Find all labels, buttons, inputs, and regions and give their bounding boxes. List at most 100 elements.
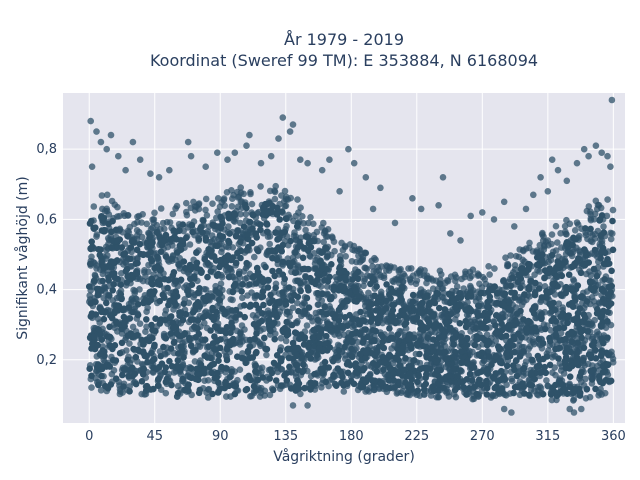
data-point [173,362,181,370]
data-point [586,278,594,285]
data-point [581,314,589,322]
data-point [577,269,585,277]
data-point [348,345,355,353]
data-point [309,317,316,325]
data-point [450,341,458,348]
data-point [429,298,437,305]
data-point [582,375,589,383]
data-point [400,366,408,374]
data-point [592,385,599,393]
data-point [294,278,302,285]
data-point [240,302,248,309]
data-point [107,381,115,388]
data-point [161,237,169,244]
data-point [371,337,378,345]
data-point [99,277,106,285]
data-point [88,253,95,261]
data-point [277,382,285,389]
data-point [574,309,582,317]
data-point [573,350,580,358]
data-point [257,221,264,228]
data-point [232,382,240,390]
data-point [200,217,207,224]
data-point [179,237,187,244]
data-point [111,274,119,282]
data-point [87,260,94,268]
data-point [119,371,126,379]
data-point [141,267,148,274]
data-point [528,369,535,377]
data-point [177,332,185,340]
data-point [386,351,393,359]
data-point [603,212,611,220]
data-point [209,340,217,347]
data-point [503,381,510,389]
data-point [469,266,477,274]
data-point [266,375,274,382]
data-point [395,268,403,275]
data-point [330,238,338,245]
data-point [533,254,541,261]
data-point [501,376,509,383]
data-point [264,233,272,240]
data-point [271,272,279,280]
data-point [541,363,548,371]
data-point [112,307,119,315]
data-point [438,271,445,278]
data-point [168,381,175,389]
data-point [562,335,569,343]
data-point [287,237,294,245]
data-point [90,333,98,341]
data-point [500,302,508,310]
data-point [489,392,497,400]
data-point [228,203,236,210]
data-point [114,238,121,245]
data-point [91,271,99,279]
data-point [226,230,233,237]
data-point [262,345,269,353]
data-point [87,245,94,252]
data-point [254,247,262,255]
data-point [511,266,519,273]
data-point [595,201,603,209]
data-point [571,293,578,301]
data-point [570,316,577,324]
data-point [218,363,225,371]
data-point [125,304,133,311]
data-point [216,263,223,271]
data-point [134,301,142,308]
data-point [156,276,164,284]
data-point [450,297,458,305]
data-point [245,372,253,380]
data-point [148,242,155,249]
data-point [267,291,274,299]
data-point [191,273,198,280]
data-point [86,292,93,299]
data-point [609,359,617,366]
data-point [252,362,259,369]
data-point [469,377,476,384]
data-point [154,253,161,261]
data-point [279,289,286,296]
data-point [112,357,120,364]
data-point [376,343,383,350]
data-point [231,280,239,288]
data-point [237,184,244,191]
data-point [380,366,387,374]
data-point [108,244,115,251]
data-point [417,320,425,328]
data-point [548,396,556,404]
data-point [436,375,444,383]
data-point [233,232,240,240]
data-point [185,291,192,299]
data-point [321,358,329,366]
data-point [101,207,109,215]
data-point [183,282,190,289]
data-point [214,208,221,215]
data-point [477,320,484,327]
data-point [249,211,256,218]
data-point [355,252,362,260]
data-point [203,297,210,305]
data-point [357,308,364,316]
data-point [179,221,187,228]
